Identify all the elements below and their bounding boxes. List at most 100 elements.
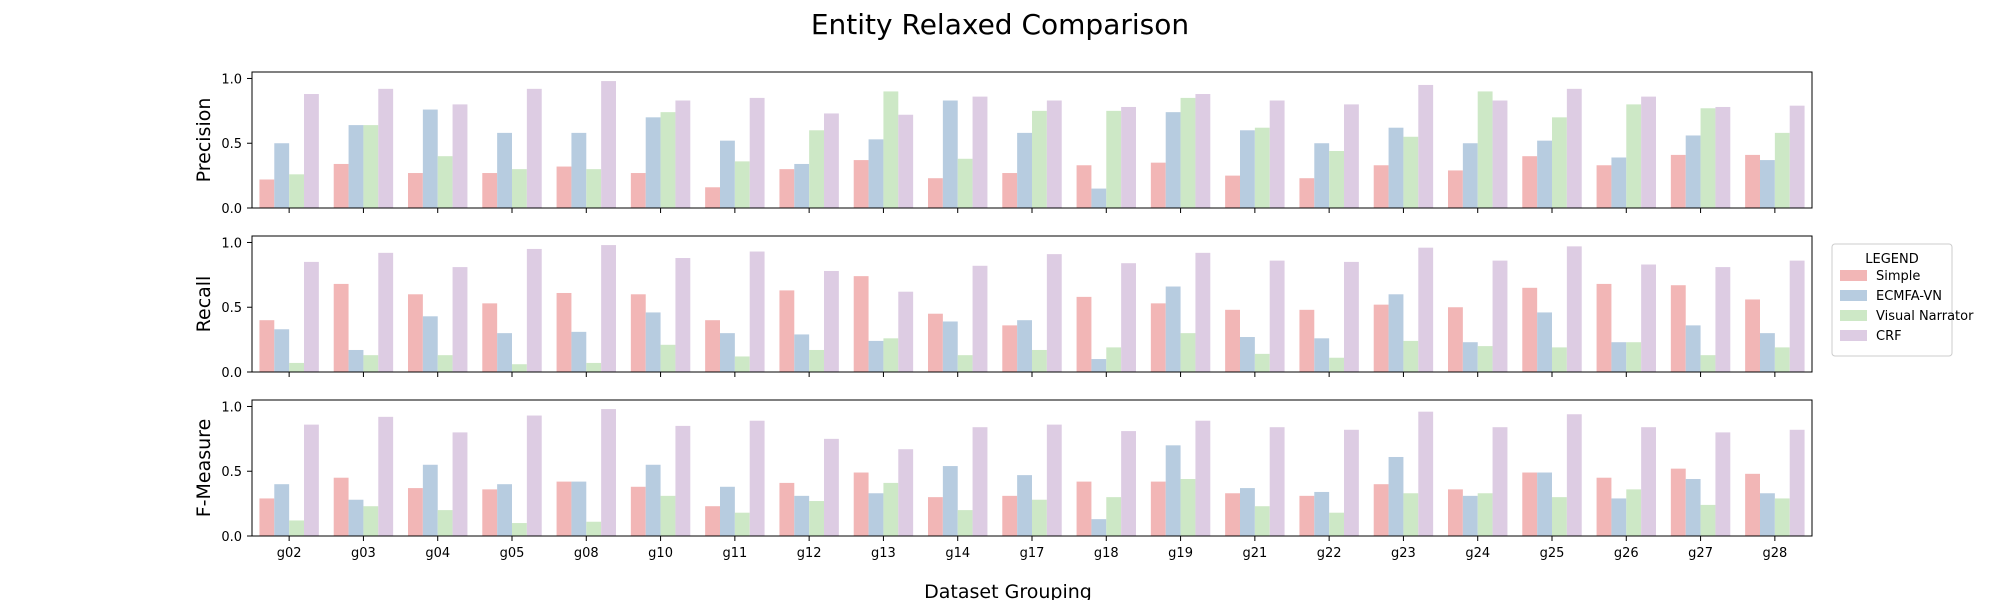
bar-visual-narrator-g11	[734, 161, 750, 208]
bar-simple-g03	[333, 163, 349, 208]
bar-visual-narrator-g23	[1403, 136, 1419, 208]
bar-simple-g26	[1596, 477, 1612, 536]
legend-swatch-visual-narrator	[1840, 310, 1867, 321]
chart-panels: 0.0 0.5 1.0 Precision 0.0 0.5 1.0 Recall 0.0 0.5 1…	[193, 71, 1813, 561]
bar-visual-narrator-g21	[1254, 127, 1270, 208]
bar-ecmfa-vn-g28	[1760, 493, 1775, 536]
bar-crf-g22	[1344, 104, 1359, 208]
bar-visual-narrator-g25	[1552, 497, 1567, 536]
bar-ecmfa-vn-g17	[1017, 132, 1032, 208]
bar-crf-g22	[1344, 429, 1359, 536]
bar-simple-g11	[705, 506, 720, 536]
legend-swatch-crf	[1840, 330, 1867, 341]
bar-simple-g25	[1522, 156, 1538, 208]
bar-ecmfa-vn-g24	[1462, 342, 1478, 372]
bar-simple-g05	[482, 489, 498, 536]
bar-simple-g12	[779, 482, 795, 536]
bar-ecmfa-vn-g08	[571, 481, 587, 536]
bar-simple-g27	[1670, 154, 1686, 208]
bar-crf-g11	[749, 251, 765, 372]
bar-visual-narrator-g27	[1700, 108, 1716, 208]
bar-visual-narrator-g22	[1329, 357, 1344, 372]
bar-ecmfa-vn-g27	[1685, 479, 1701, 536]
x-tick-label-g14: g14	[945, 546, 970, 561]
legend-label-simple: Simple	[1876, 269, 1920, 284]
bar-crf-g18	[1121, 431, 1136, 536]
x-tick-label-g23: g23	[1391, 546, 1416, 561]
bar-visual-narrator-g12	[809, 501, 824, 536]
bar-simple-g04	[408, 294, 423, 372]
bar-ecmfa-vn-g02	[274, 329, 290, 372]
bar-simple-g24	[1448, 307, 1463, 372]
bar-simple-g21	[1225, 175, 1240, 208]
bar-ecmfa-vn-g08	[571, 331, 587, 372]
x-tick-label-g26: g26	[1614, 546, 1639, 561]
x-tick-label-g11: g11	[722, 546, 747, 561]
bar-ecmfa-vn-g05	[497, 484, 512, 536]
bar-ecmfa-vn-g24	[1462, 495, 1478, 536]
bar-ecmfa-vn-g11	[720, 333, 735, 372]
x-tick-label-g25: g25	[1540, 546, 1565, 561]
bar-visual-narrator-g14	[957, 510, 973, 536]
bar-crf-g23	[1418, 247, 1434, 372]
bar-visual-narrator-g28	[1774, 498, 1790, 536]
x-tick-label-g24: g24	[1465, 546, 1490, 561]
bar-visual-narrator-g19	[1180, 97, 1196, 208]
panel-precision: 0.0 0.5 1.0 Precision	[193, 71, 1813, 217]
legend-label-ecmfa-vn: ECMFA-VN	[1876, 289, 1942, 304]
bar-ecmfa-vn-g03	[348, 349, 364, 372]
chart-title: Entity Relaxed Comparison	[811, 8, 1189, 41]
bar-crf-g12	[824, 438, 839, 536]
bar-visual-narrator-g26	[1626, 104, 1642, 208]
y-tick-label: 0.0	[221, 366, 242, 381]
bar-simple-g19	[1150, 162, 1166, 208]
bar-simple-g28	[1745, 154, 1760, 208]
bar-visual-narrator-g24	[1477, 91, 1493, 208]
bar-simple-g10	[630, 294, 646, 372]
bar-ecmfa-vn-g10	[645, 312, 661, 372]
bar-simple-g10	[630, 486, 646, 536]
bar-simple-g28	[1745, 473, 1760, 536]
x-axis-label: Dataset Grouping	[924, 581, 1092, 600]
bar-visual-narrator-g18	[1106, 110, 1122, 208]
bar-simple-g18	[1076, 481, 1092, 536]
bar-simple-g02	[259, 320, 275, 372]
y-tick-label: 0.5	[221, 137, 242, 152]
bar-visual-narrator-g23	[1403, 340, 1419, 372]
bar-simple-g03	[333, 477, 349, 536]
bar-crf-g21	[1269, 427, 1285, 536]
bar-ecmfa-vn-g18	[1091, 188, 1107, 208]
bar-crf-g25	[1566, 246, 1582, 372]
bar-simple-g17	[1002, 325, 1018, 372]
bar-simple-g08	[556, 166, 572, 208]
bar-visual-narrator-g21	[1254, 506, 1270, 536]
bar-ecmfa-vn-g04	[422, 109, 438, 208]
bar-crf-g27	[1715, 267, 1731, 372]
bar-crf-g14	[972, 427, 988, 536]
bar-crf-g24	[1492, 260, 1508, 372]
bar-visual-narrator-g05	[512, 364, 527, 372]
bar-visual-narrator-g04	[437, 156, 453, 208]
y-axis-label: Recall	[193, 276, 215, 333]
bar-simple-g08	[556, 481, 572, 536]
bar-visual-narrator-g10	[660, 344, 676, 372]
bar-crf-g12	[824, 270, 839, 372]
legend-swatch-ecmfa-vn	[1840, 290, 1867, 301]
bar-ecmfa-vn-g13	[868, 493, 884, 536]
x-tick-label-g21: g21	[1242, 546, 1267, 561]
x-tick-label-g08: g08	[574, 546, 599, 561]
bar-visual-narrator-g10	[660, 495, 676, 536]
bar-simple-g21	[1225, 309, 1240, 372]
bar-visual-narrator-g02	[289, 520, 304, 536]
x-tick-label-g19: g19	[1168, 546, 1193, 561]
bar-simple-g04	[408, 488, 423, 536]
bar-crf-g03	[378, 252, 394, 372]
y-tick-label: 0.0	[221, 202, 242, 217]
bar-crf-g10	[675, 100, 691, 208]
bar-crf-g24	[1492, 100, 1508, 208]
y-axis-label: Precision	[193, 98, 215, 183]
bar-ecmfa-vn-g04	[422, 464, 438, 536]
bar-crf-g13	[898, 291, 914, 372]
bar-crf-g05	[526, 415, 542, 536]
bar-simple-g11	[705, 187, 720, 208]
